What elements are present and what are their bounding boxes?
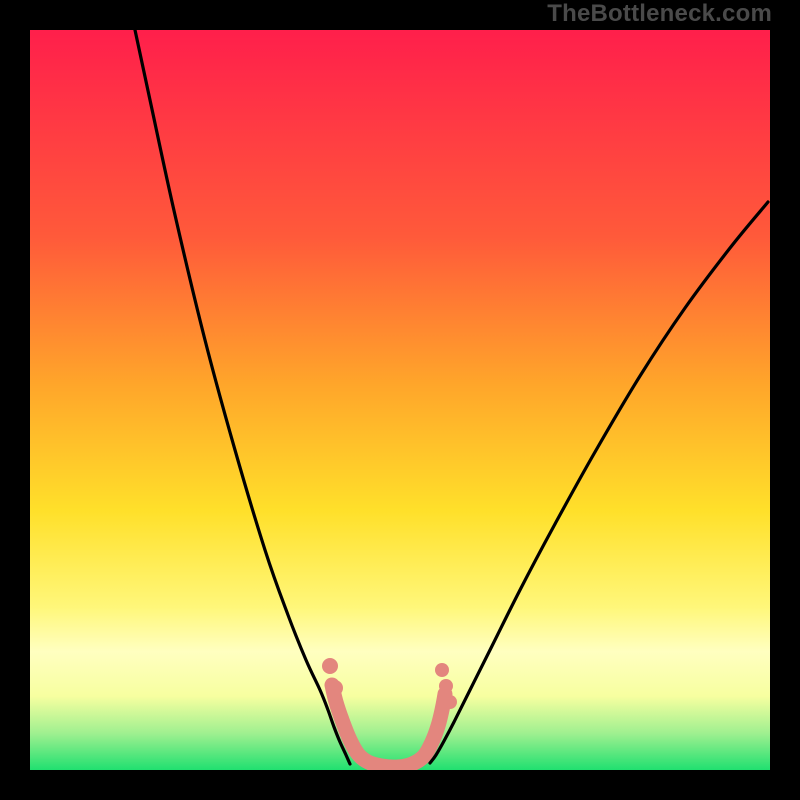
highlight-bead-right-1 [439,679,453,693]
curve-overlay [30,30,770,770]
watermark-text: TheBottleneck.com [547,0,772,28]
highlight-bead-right-2 [443,695,457,709]
curve-right [430,202,768,763]
curve-left [135,30,350,764]
highlight-bead-right-0 [435,663,449,677]
plot-area [30,30,770,770]
highlight-bead-left-0 [322,658,338,674]
highlight-u-curve [332,685,445,767]
highlight-bead-left-1 [327,680,343,696]
